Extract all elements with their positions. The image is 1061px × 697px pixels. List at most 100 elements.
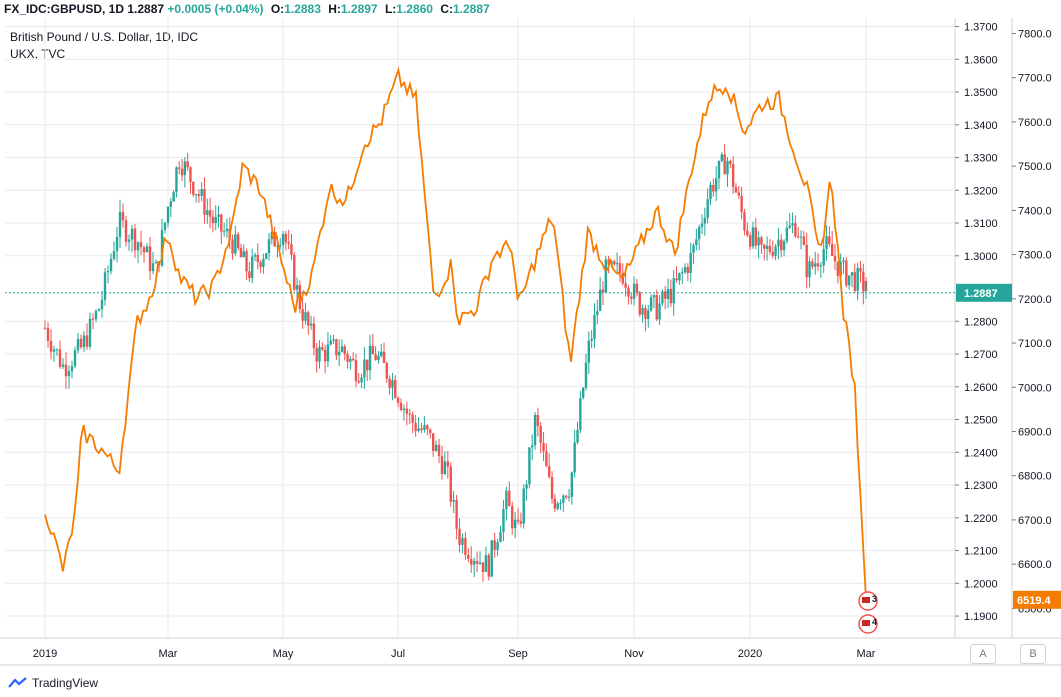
overlay-line-series: 1.2887 6519.4: [5, 66, 1061, 609]
candle-body: [399, 402, 403, 411]
candle-body: [723, 154, 726, 175]
candle-body: [644, 308, 647, 319]
candle-body: [652, 295, 656, 298]
candle-body: [811, 261, 814, 267]
candle-body: [315, 348, 318, 362]
candle-body: [785, 227, 789, 242]
overlay-tick-label: 7100.0: [1018, 338, 1052, 350]
candle-body: [43, 327, 47, 329]
candle-body: [309, 323, 313, 326]
candle-body: [516, 519, 520, 522]
candle-body: [697, 226, 701, 240]
candle-body: [847, 275, 851, 286]
candle-body: [380, 351, 383, 356]
candle-body: [763, 244, 766, 249]
candle-body: [323, 349, 327, 362]
candle-body: [666, 289, 670, 299]
overlay-series-line: [44, 66, 867, 600]
candle-body: [276, 245, 279, 247]
candle-body: [601, 289, 605, 293]
candle-body: [788, 225, 791, 228]
candle-body: [627, 287, 630, 297]
chart-grid: [0, 18, 1061, 666]
candle-body: [638, 292, 641, 315]
candle-body: [593, 315, 596, 339]
candle-body: [307, 312, 310, 326]
candle-body: [765, 245, 769, 249]
candle-body: [822, 249, 825, 266]
candle-body: [346, 354, 349, 362]
candle-body: [326, 344, 330, 362]
candle-body: [799, 236, 803, 238]
close-label: C:: [440, 2, 453, 16]
candle-body: [85, 335, 89, 347]
candle-body: [360, 377, 363, 383]
candle-body: [584, 362, 588, 388]
open-value: 1.2883: [284, 2, 321, 16]
candle-body: [385, 363, 389, 379]
candle-body: [446, 461, 450, 467]
candle-body: [839, 261, 842, 276]
price-tick-label: 1.2600: [964, 382, 998, 394]
chart-markers: 34: [858, 591, 878, 634]
high-value: 1.2897: [340, 2, 378, 16]
candle-body: [245, 251, 248, 272]
overlay-tick-label: 6900.0: [1018, 426, 1052, 438]
candle-body: [248, 271, 251, 278]
low-value: 1.2860: [396, 2, 433, 16]
candle-body: [467, 554, 470, 559]
candle-body: [284, 233, 288, 243]
candle-body: [304, 312, 307, 321]
candle-body: [777, 239, 780, 247]
candlestick-series: [43, 144, 868, 582]
candle-body: [487, 555, 491, 577]
candle-body: [88, 318, 92, 347]
symbol-name[interactable]: FX_IDC:GBPUSD, 1D: [4, 2, 125, 16]
candle-body: [726, 160, 729, 175]
candle-body: [533, 414, 537, 446]
candle-body: [641, 308, 644, 315]
candle-body: [124, 220, 128, 242]
tradingview-logo[interactable]: TradingView: [8, 676, 98, 690]
candle-body: [475, 560, 479, 564]
overlay-scale-button[interactable]: B: [1020, 644, 1046, 664]
candle-body: [689, 252, 692, 273]
candle-body: [295, 285, 299, 290]
candle-body: [780, 239, 783, 251]
candle-body: [703, 217, 707, 224]
candle-body: [200, 189, 203, 196]
candle-body: [61, 364, 65, 367]
candle-body: [635, 283, 639, 293]
candle-body: [391, 379, 394, 388]
auto-scale-button[interactable]: A: [970, 644, 996, 664]
main-series-legend[interactable]: British Pound / U.S. Dollar, 1D, IDC: [10, 30, 199, 44]
candle-body: [805, 244, 808, 278]
brand-name: TradingView: [32, 676, 99, 690]
candle-body: [197, 194, 201, 196]
overlay-series-legend[interactable]: UKX, TVC: [10, 47, 66, 61]
candle-body: [121, 211, 125, 221]
price-tick-label: 1.2400: [964, 447, 998, 459]
price-tick-label: 1.3700: [964, 22, 998, 34]
candle-body: [329, 340, 332, 345]
candle-body: [692, 245, 695, 253]
overlay-tick-label: 6800.0: [1018, 471, 1052, 483]
open-label: O:: [270, 2, 285, 16]
candle-body: [814, 263, 817, 267]
candle-body: [343, 346, 346, 355]
overlay-tick-label: 7800.0: [1018, 28, 1052, 40]
candle-body: [265, 253, 268, 259]
candle-body: [250, 256, 254, 278]
candle-body: [262, 258, 265, 267]
candle-body: [106, 271, 110, 273]
candle-body: [55, 349, 59, 351]
overlay-tick-label: 7400.0: [1018, 205, 1052, 217]
candle-body: [493, 540, 496, 550]
candle-body: [740, 195, 743, 213]
candle-body: [287, 242, 290, 245]
price-change: +0.0005 (+0.04%): [167, 2, 264, 16]
candle-body: [481, 562, 485, 572]
candle-body: [73, 350, 77, 367]
candle-body: [94, 310, 98, 320]
